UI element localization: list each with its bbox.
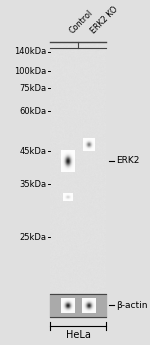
Text: HeLa: HeLa <box>66 330 91 340</box>
Text: 25kDa: 25kDa <box>19 233 46 242</box>
Text: ERK2: ERK2 <box>117 157 140 166</box>
Text: β-actin: β-actin <box>117 301 148 310</box>
Text: 60kDa: 60kDa <box>19 107 46 116</box>
Text: 35kDa: 35kDa <box>19 180 46 189</box>
Text: ERK2 KO: ERK2 KO <box>89 4 119 35</box>
Text: 140kDa: 140kDa <box>14 47 46 56</box>
Text: 100kDa: 100kDa <box>14 67 46 76</box>
Text: Control: Control <box>68 8 95 35</box>
Text: 75kDa: 75kDa <box>19 83 46 92</box>
Text: 45kDa: 45kDa <box>19 147 46 156</box>
Bar <box>50 294 106 317</box>
